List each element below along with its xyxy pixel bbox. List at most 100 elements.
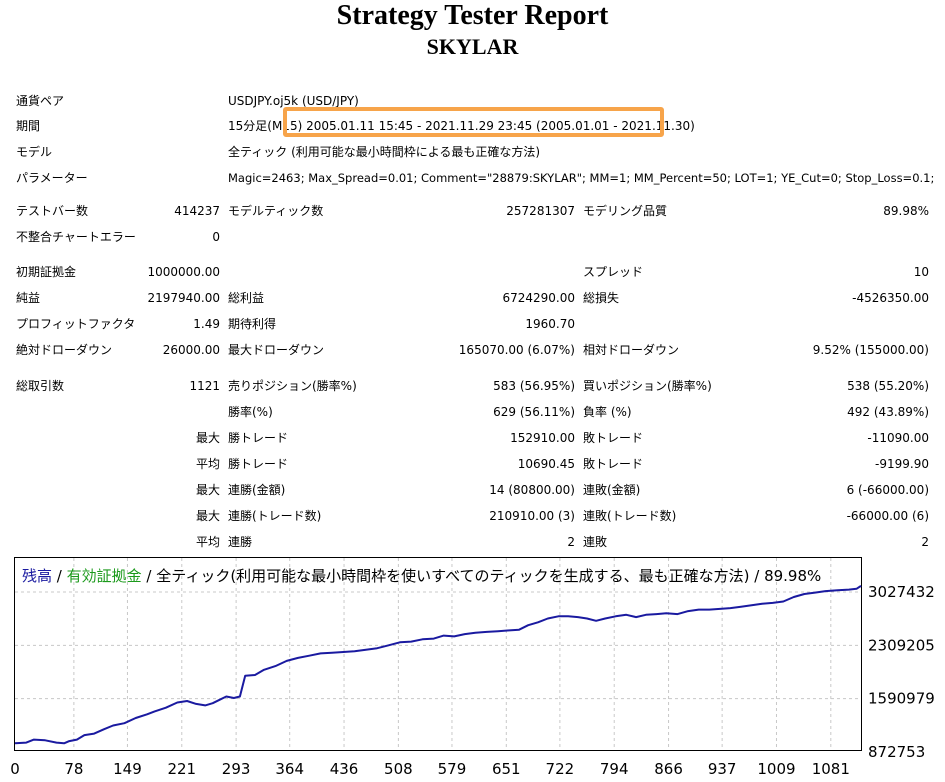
average-loss-label: 敗トレード xyxy=(583,457,644,471)
spread-label: スプレッド xyxy=(583,265,644,279)
profit-factor-value: 1.49 xyxy=(193,317,220,331)
spread-value: 10 xyxy=(913,265,929,279)
ticks-label: モデルティック数 xyxy=(228,204,324,218)
gross-loss-label: 総損失 xyxy=(583,291,620,305)
x-tick-label: 1009 xyxy=(757,760,795,778)
largest-loss-label: 敗トレード xyxy=(583,431,644,445)
long-positions-value: 538 (55.20%) xyxy=(847,379,929,393)
x-tick-label: 579 xyxy=(438,760,467,778)
max-consecutive-wins-count-label: 連勝(トレード数) xyxy=(228,509,322,523)
long-positions-label: 買いポジション(勝率%) xyxy=(583,379,712,393)
balance-line xyxy=(14,585,862,745)
report-title: Strategy Tester Report xyxy=(336,0,609,31)
symbol-value: USDJPY.oj5k (USD/JPY) xyxy=(228,94,359,108)
quality-label: モデリング品質 xyxy=(583,204,668,218)
maximal-drawdown-label: 最大ドローダウン xyxy=(228,343,325,357)
y-tick-label: 2309205 xyxy=(868,636,935,654)
x-tick-label: 1081 xyxy=(812,760,850,778)
win-rate-value: 629 (56.11%) xyxy=(493,405,575,419)
absolute-drawdown-label: 絶対ドローダウン xyxy=(16,343,113,357)
average-consecutive-losses-value: 2 xyxy=(921,535,929,549)
x-tick-label: 436 xyxy=(330,760,359,778)
max-consecutive-losses-amount-value: 6 (-66000.00) xyxy=(846,483,929,497)
max-consecutive-wins-count-value: 210910.00 (3) xyxy=(489,509,575,523)
x-tick-label: 221 xyxy=(167,760,196,778)
max-consecutive-losses-count-label: 連敗(トレード数) xyxy=(583,509,677,523)
average-consecutive-losses-label: 連敗 xyxy=(583,535,608,549)
ticks-value: 257281307 xyxy=(506,204,575,218)
x-tick-label: 651 xyxy=(492,760,521,778)
x-tick-label: 937 xyxy=(708,760,737,778)
mismatch-label: 不整合チャートエラー xyxy=(16,230,136,244)
x-tick-label: 293 xyxy=(222,760,251,778)
largest-win-label: 勝トレード xyxy=(228,431,289,445)
model-label: モデル xyxy=(16,145,53,159)
model-value: 全ティック (利用可能な最小時間枠による最も正確な方法) xyxy=(228,145,541,159)
max-consecutive-losses-count-value: -66000.00 (6) xyxy=(846,509,929,523)
quality-value: 89.98% xyxy=(883,204,929,218)
chart-legend: 残高 / 有効証拠金 / 全ティック(利用可能な最小時間枠を使いすべてのティック… xyxy=(22,565,821,586)
gross-profit-label: 総利益 xyxy=(228,291,265,305)
avg-label: 平均 xyxy=(195,457,220,471)
max-label: 最大 xyxy=(195,431,220,445)
max-label: 最大 xyxy=(195,509,220,523)
short-positions-value: 583 (56.95%) xyxy=(493,379,575,393)
x-tick-label: 866 xyxy=(654,760,683,778)
total-trades-value: 1121 xyxy=(189,379,220,393)
average-consecutive-wins-label: 連勝 xyxy=(228,535,253,549)
period-value: 15分足(M15) 2005.01.11 15:45 - 2021.11.29 … xyxy=(228,119,695,133)
average-loss-value: -9199.90 xyxy=(875,457,929,471)
max-consecutive-wins-amount-label: 連勝(金額) xyxy=(228,483,286,497)
total-trades-label: 総取引数 xyxy=(16,379,65,393)
maximal-drawdown-value: 165070.00 (6.07%) xyxy=(458,343,575,357)
legend-balance: 残高 xyxy=(22,567,53,585)
relative-drawdown-label: 相対ドローダウン xyxy=(583,343,680,357)
period-label: 期間 xyxy=(16,119,41,133)
x-tick-label: 364 xyxy=(275,760,304,778)
net-profit-label: 純益 xyxy=(16,291,41,305)
parameters-label: パラメーター xyxy=(16,171,88,185)
mismatch-value: 0 xyxy=(212,230,220,244)
max-consecutive-wins-amount-value: 14 (80800.00) xyxy=(489,483,575,497)
expected-payoff-value: 1960.70 xyxy=(525,317,575,331)
x-tick-label: 722 xyxy=(546,760,575,778)
short-positions-label: 売りポジション(勝率%) xyxy=(228,379,357,393)
x-tick-label: 794 xyxy=(600,760,629,778)
x-tick-label: 0 xyxy=(10,760,20,778)
report-subtitle: SKYLAR xyxy=(426,34,519,59)
legend-separator: / xyxy=(52,567,67,585)
x-tick-label: 78 xyxy=(64,760,83,778)
deposit-label: 初期証拠金 xyxy=(16,265,77,279)
average-win-label: 勝トレード xyxy=(228,457,289,471)
bars-label: テストバー数 xyxy=(16,204,89,218)
period-highlight-box xyxy=(283,107,664,137)
profit-factor-label: プロフィットファクタ xyxy=(16,317,136,331)
loss-rate-label: 負率 (%) xyxy=(583,405,632,419)
win-rate-label: 勝率(%) xyxy=(228,405,273,419)
largest-loss-value: -11090.00 xyxy=(867,431,929,445)
y-tick-label: 872753 xyxy=(868,743,925,761)
x-tick-label: 149 xyxy=(113,760,142,778)
max-label: 最大 xyxy=(195,483,220,497)
loss-rate-value: 492 (43.89%) xyxy=(847,405,929,419)
legend-description: / 全ティック(利用可能な最小時間枠を使いすべてのティックを生成する、最も正確な… xyxy=(141,567,822,585)
deposit-value: 1000000.00 xyxy=(147,265,220,279)
x-tick-label: 508 xyxy=(384,760,413,778)
symbol-label: 通貨ペア xyxy=(16,94,65,108)
bars-value: 414237 xyxy=(174,204,220,218)
largest-win-value: 152910.00 xyxy=(510,431,575,445)
relative-drawdown-value: 9.52% (155000.00) xyxy=(812,343,929,357)
y-tick-label: 1590979 xyxy=(868,690,935,708)
expected-payoff-label: 期待利得 xyxy=(228,317,277,331)
net-profit-value: 2197940.00 xyxy=(147,291,220,305)
average-consecutive-wins-value: 2 xyxy=(567,535,575,549)
legend-equity: 有効証拠金 xyxy=(66,567,142,585)
avg-label: 平均 xyxy=(195,535,220,549)
absolute-drawdown-value: 26000.00 xyxy=(162,343,220,357)
y-tick-label: 3027432 xyxy=(868,583,935,601)
max-consecutive-losses-amount-label: 連敗(金額) xyxy=(583,483,641,497)
balance-chart-frame xyxy=(14,557,862,751)
gross-profit-value: 6724290.00 xyxy=(502,291,575,305)
gross-loss-value: -4526350.00 xyxy=(852,291,929,305)
